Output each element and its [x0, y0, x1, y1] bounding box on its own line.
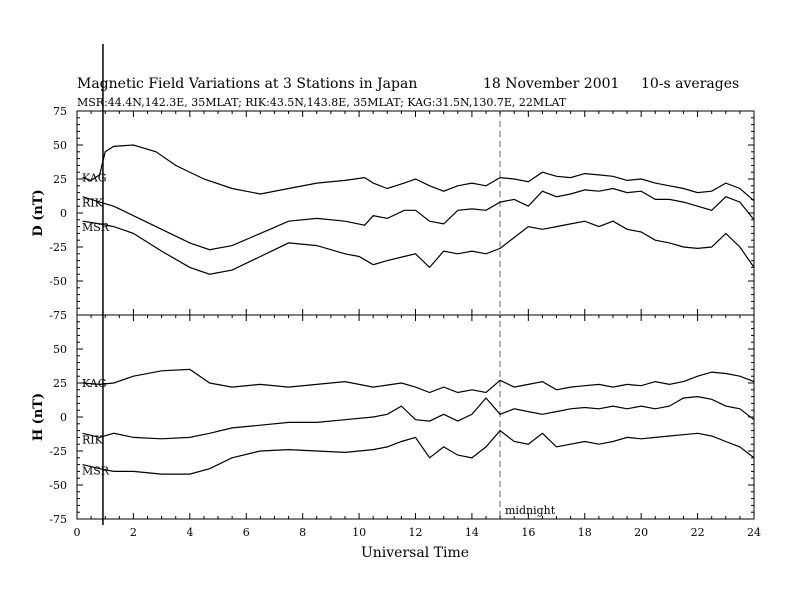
x-tick-label: 22 — [691, 526, 705, 539]
chart-subtitle: MSR:44.4N,142.3E, 35MLAT; RIK:43.5N,143.… — [77, 96, 567, 109]
chart-title: Magnetic Field Variations at 3 Stations … — [77, 76, 417, 92]
series-line-rik — [82, 395, 755, 440]
x-tick-label: 8 — [299, 526, 306, 539]
bottom-panel-ylabel: H (nT) — [31, 393, 46, 441]
x-tick-label: 4 — [186, 526, 193, 539]
x-tick-label: 24 — [747, 526, 761, 539]
station-label-kag: KAG — [82, 172, 107, 185]
y-tick-label: 25 — [53, 377, 67, 390]
x-tick-label: 14 — [465, 526, 479, 539]
x-tick-label: 18 — [578, 526, 592, 539]
y-tick-label: 50 — [53, 343, 67, 356]
y-tick-label: 75 — [53, 105, 67, 118]
x-axis-title: Universal Time — [361, 545, 469, 561]
x-tick-label: 12 — [409, 526, 423, 539]
station-label-rik: RIK — [82, 433, 104, 446]
station-label-kag: KAG — [82, 377, 107, 390]
station-label-rik: RIK — [82, 197, 104, 210]
station-label-msr: MSR — [82, 221, 110, 234]
x-tick-label: 6 — [243, 526, 250, 539]
series-line-kag — [82, 368, 755, 394]
station-labels: KAG RIK MSR KAG RIK MSR — [82, 172, 110, 478]
x-tick-label: 10 — [352, 526, 366, 539]
series-line-msr — [82, 429, 755, 475]
station-label-msr: MSR — [82, 465, 110, 478]
x-tick-label: 16 — [521, 526, 535, 539]
series-line-rik — [82, 187, 755, 251]
x-tick-label: 2 — [130, 526, 137, 539]
y-tick-label: 25 — [53, 173, 67, 186]
y-tick-label: -25 — [49, 241, 67, 254]
y-tick-label: 50 — [53, 139, 67, 152]
y-tick-label: 0 — [60, 207, 67, 220]
y-tick-label: -25 — [49, 445, 67, 458]
axis-ticks: 0 2 4 6 8 10 12 14 16 18 20 22 247550250-25-50-75502… — [49, 105, 761, 539]
y-tick-label: 0 — [60, 411, 67, 424]
chart-averaging: 10-s averages — [641, 76, 739, 92]
chart-date: 18 November 2001 — [483, 76, 619, 92]
top-panel-ylabel: D (nT) — [31, 189, 46, 236]
y-tick-label: -75 — [49, 513, 67, 526]
top-panel-frame — [76, 110, 755, 316]
x-tick-label: 20 — [634, 526, 648, 539]
y-tick-label: -50 — [49, 479, 67, 492]
midnight-annotation: midnight — [505, 504, 556, 517]
series-line-msr — [82, 220, 755, 275]
bottom-panel-frame — [76, 314, 755, 520]
x-tick-label: 0 — [74, 526, 81, 539]
series-line-kag — [82, 144, 755, 202]
y-tick-label: -50 — [49, 275, 67, 288]
y-tick-label: -75 — [49, 309, 67, 322]
series-lines — [82, 44, 755, 525]
